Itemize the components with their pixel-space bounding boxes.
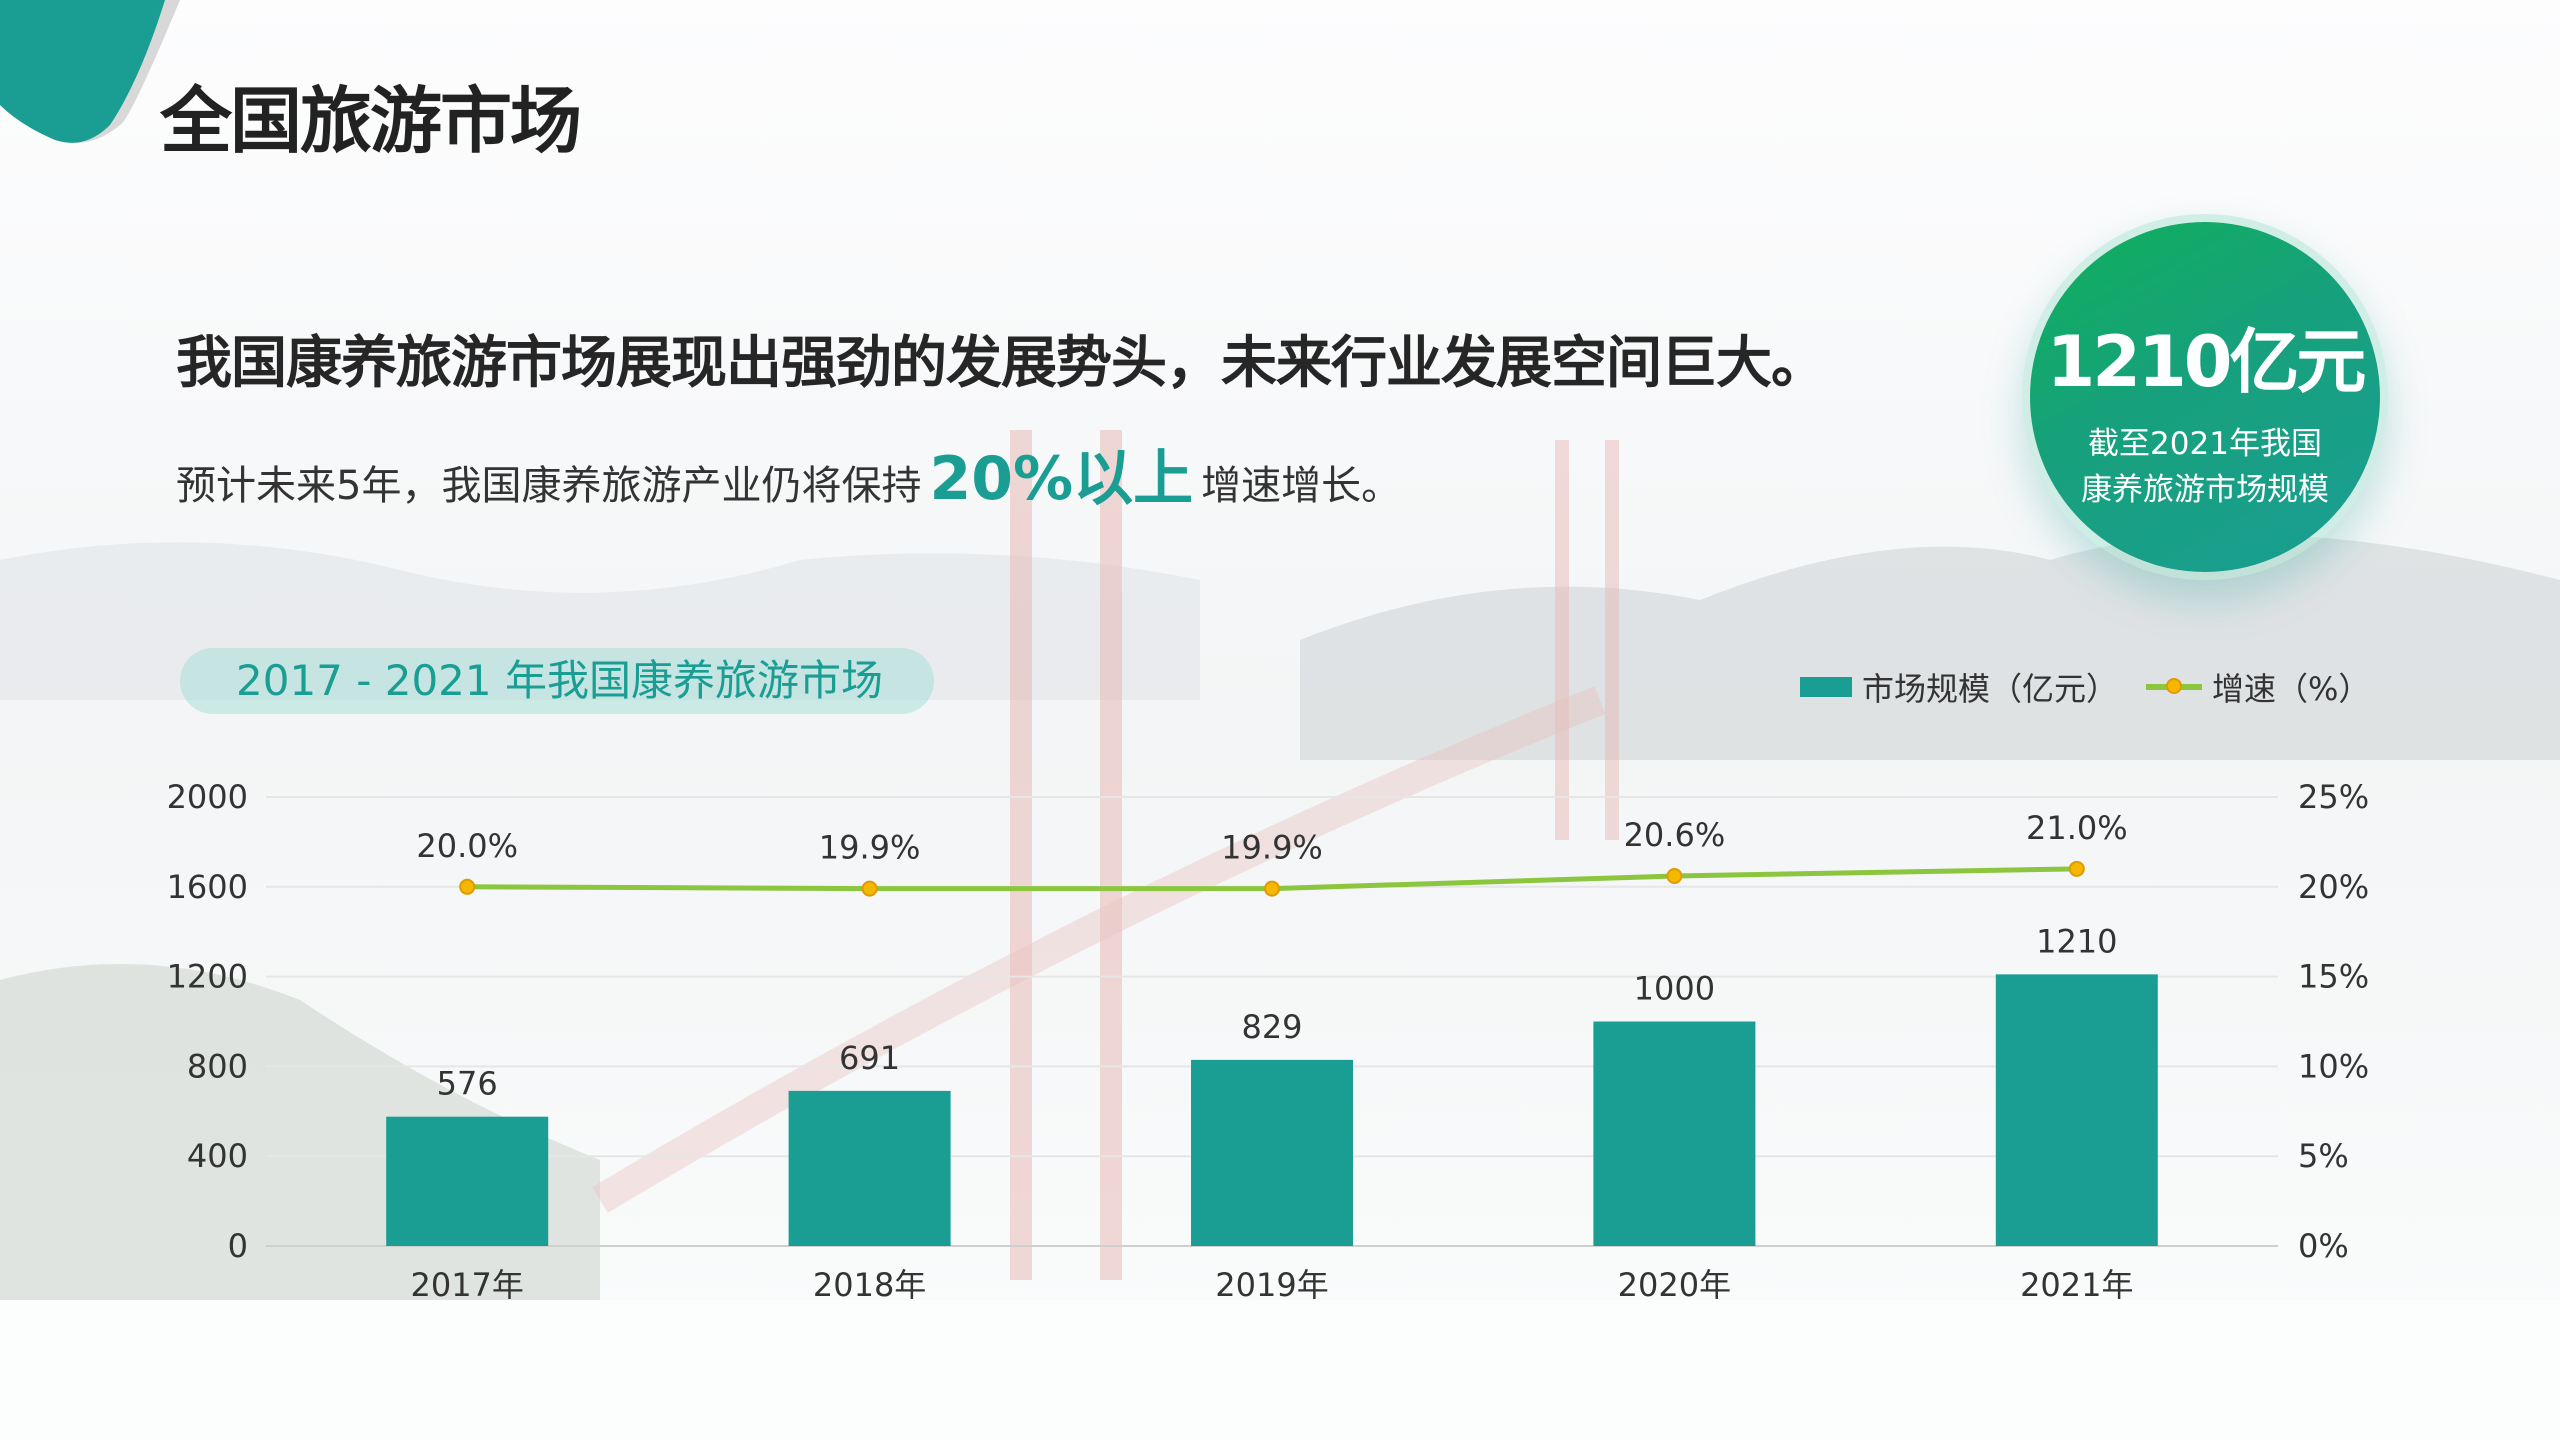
growth-highlight: 20%以上: [929, 444, 1194, 514]
growth-point: [1264, 880, 1280, 897]
legend-bar-label: 市场规模（亿元）: [1862, 670, 2119, 708]
bar: [1191, 1059, 1353, 1246]
bar: [788, 1090, 951, 1246]
x-tick-label: 2019年: [1215, 1266, 1328, 1304]
x-tick-label: 2020年: [1618, 1266, 1731, 1304]
headline: 我国康养旅游市场展现出强劲的发展势头，未来行业发展空间巨大。: [176, 331, 1827, 396]
y-left-tick-label: 0: [228, 1227, 248, 1265]
legend-line-label: 增速（%）: [2212, 670, 2371, 708]
y-right-tick-label: 0%: [2298, 1227, 2349, 1265]
chart-legend: 市场规模（亿元） 增速（%）: [1800, 664, 2370, 710]
subline-before: 预计未来5年，我国康养旅游产业仍将保持: [176, 463, 922, 509]
market-size-badge: 1210亿元 截至2021年我国 康养旅游市场规模: [2030, 222, 2380, 572]
y-right-tick-label: 20%: [2298, 868, 2369, 906]
page-title: 全国旅游市场: [160, 79, 582, 163]
growth-value-label: 20.6%: [1624, 816, 1726, 854]
chart-title: 2017 - 2021 年我国康养旅游市场: [180, 648, 934, 714]
growth-point: [861, 880, 878, 897]
y-left-tick-label: 1600: [167, 868, 248, 906]
growth-value-label: 19.9%: [819, 829, 921, 867]
growth-point: [2068, 860, 2085, 877]
bar: [1995, 974, 2158, 1246]
growth-value-label: 21.0%: [2026, 809, 2128, 847]
growth-value-label: 20.0%: [416, 827, 518, 865]
y-right-tick-label: 10%: [2298, 1047, 2369, 1085]
badge-caption-2: 康养旅游市场规模: [2081, 472, 2329, 508]
y-left-tick-label: 1200: [167, 958, 248, 996]
badge-value: 1210亿元: [2046, 321, 2367, 403]
y-right-tick-label: 15%: [2298, 958, 2369, 996]
legend-bar-swatch: [1800, 677, 1852, 697]
x-tick-label: 2017年: [410, 1266, 523, 1304]
bar-value-label: 1000: [1634, 970, 1715, 1008]
bar-value-label: 829: [1241, 1008, 1302, 1046]
x-tick-label: 2018年: [813, 1266, 926, 1304]
x-tick-label: 2021年: [2020, 1266, 2133, 1304]
y-right-tick-label: 25%: [2298, 778, 2369, 816]
y-left-tick-label: 2000: [167, 778, 248, 816]
y-left-tick-label: 800: [187, 1047, 248, 1085]
y-right-tick-label: 5%: [2298, 1137, 2349, 1175]
bar: [386, 1116, 549, 1246]
growth-point: [459, 878, 476, 895]
bar: [1593, 1021, 1756, 1246]
bar-value-label: 576: [437, 1065, 498, 1103]
bar-value-label: 1210: [2036, 922, 2117, 960]
subline: 预计未来5年，我国康养旅游产业仍将保持 20%以上 增速增长。: [176, 430, 1401, 517]
subline-after: 增速增长。: [1201, 463, 1402, 509]
growth-point: [1666, 868, 1683, 885]
badge-caption-1: 截至2021年我国: [2088, 426, 2322, 462]
corner-decoration: [0, 0, 165, 143]
bar-value-label: 691: [839, 1039, 900, 1077]
y-left-tick-label: 400: [187, 1137, 248, 1175]
growth-value-label: 19.9%: [1221, 829, 1323, 867]
legend-line-swatch: [2146, 678, 2203, 694]
